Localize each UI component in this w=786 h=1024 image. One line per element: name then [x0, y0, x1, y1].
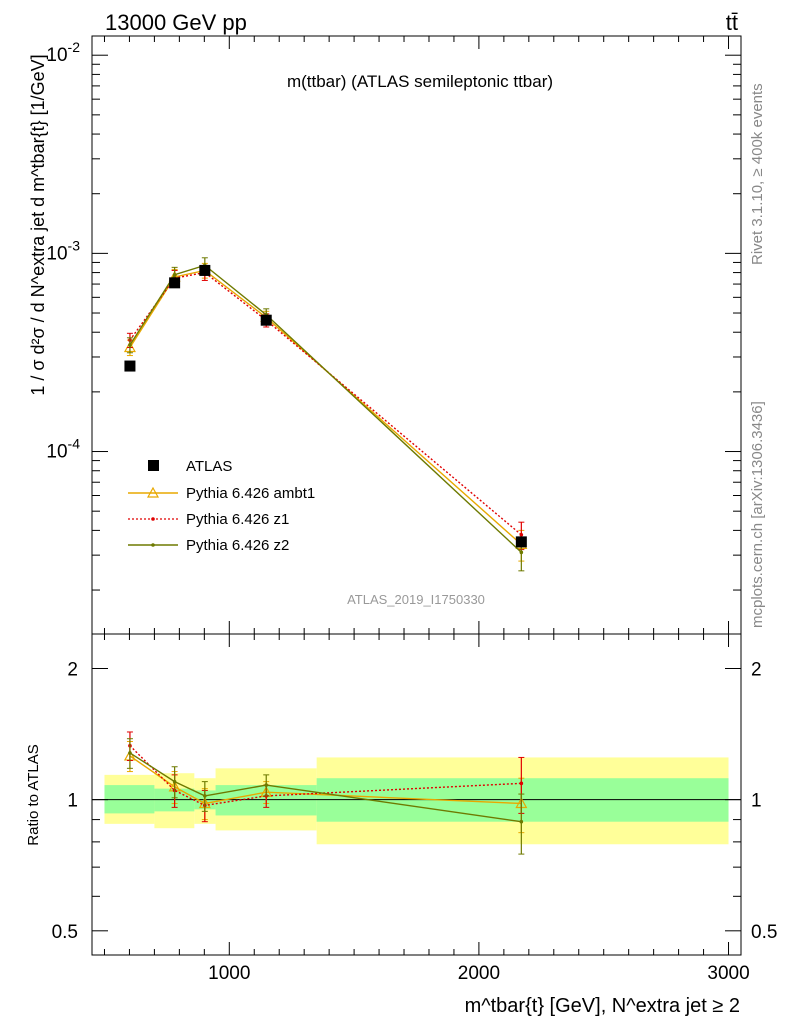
x-axis-label: m^tbar{t} [GeV], N^extra jet ≥ 2 — [465, 995, 740, 1017]
main-y-axis-label: 1 / σ d²σ / d N^extra jet d m^tbar{t} [1… — [28, 54, 48, 395]
x-tick-label: 3000 — [707, 963, 749, 984]
ratio-point-z2 — [172, 779, 177, 784]
ratio-point-z2 — [264, 783, 269, 787]
ratio-point-z2 — [128, 751, 132, 755]
ratio-point-z2 — [519, 819, 524, 824]
x-tick-label: 1000 — [208, 963, 250, 984]
main-point-z1 — [519, 532, 524, 537]
mcplots-label: mcplots.cern.ch [arXiv:1306.3436] — [749, 401, 766, 628]
y-tick-label: 10-2 — [46, 39, 80, 66]
legend-label-atlas: ATLAS — [186, 458, 232, 475]
main-line-z2 — [129, 264, 522, 553]
ratio-y-tick-label: 0.5 — [52, 922, 78, 943]
atlas-data-point — [515, 536, 527, 548]
ratio-y-tick-label-right: 2 — [751, 659, 762, 680]
analysis-watermark: ATLAS_2019_I1750330 — [347, 592, 485, 607]
main-point-z2 — [172, 272, 177, 277]
legend-marker-z1 — [151, 517, 155, 521]
ratio-y-tick-label-right: 1 — [751, 791, 762, 812]
ratio-point-z2 — [203, 794, 207, 798]
plot-title: m(ttbar) (ATLAS semileptonic ttbar) — [287, 72, 553, 91]
main-point-z2 — [128, 343, 132, 347]
main-point-z2 — [519, 550, 524, 555]
legend-label-z1: Pythia 6.426 z1 — [186, 511, 289, 528]
atlas-data-point — [260, 314, 272, 326]
atlas-data-point — [199, 264, 211, 276]
main-line-ambt1 — [129, 269, 522, 545]
legend-marker-ambt1 — [146, 486, 160, 498]
y-tick-label: 10-4 — [46, 436, 80, 463]
y-tick-label: 10-3 — [46, 237, 80, 264]
atlas-data-point — [124, 360, 136, 372]
legend: ATLAS Pythia 6.426 ambt1 Pythia 6.426 z1… — [128, 458, 315, 554]
ratio-y-tick-label: 1 — [67, 791, 78, 812]
legend-label-z2: Pythia 6.426 z2 — [186, 537, 289, 554]
x-tick-label: 2000 — [458, 963, 500, 984]
rivet-label: Rivet 3.1.10, ≥ 400k events — [749, 83, 766, 265]
legend-marker-atlas — [148, 460, 159, 471]
ratio-point-z1 — [519, 781, 524, 786]
ratio-y-tick-label-right: 0.5 — [751, 922, 777, 943]
ratio-plot-frame — [91, 633, 742, 956]
beam-label: 13000 GeV pp — [105, 10, 247, 35]
ratio-y-tick-label: 2 — [67, 659, 78, 680]
process-label: tt̄ — [726, 10, 738, 35]
atlas-data-point — [169, 277, 181, 289]
ratio-y-axis-label: Ratio to ATLAS — [25, 744, 42, 845]
legend-label-ambt1: Pythia 6.426 ambt1 — [186, 485, 315, 502]
legend-marker-z2 — [151, 543, 155, 547]
